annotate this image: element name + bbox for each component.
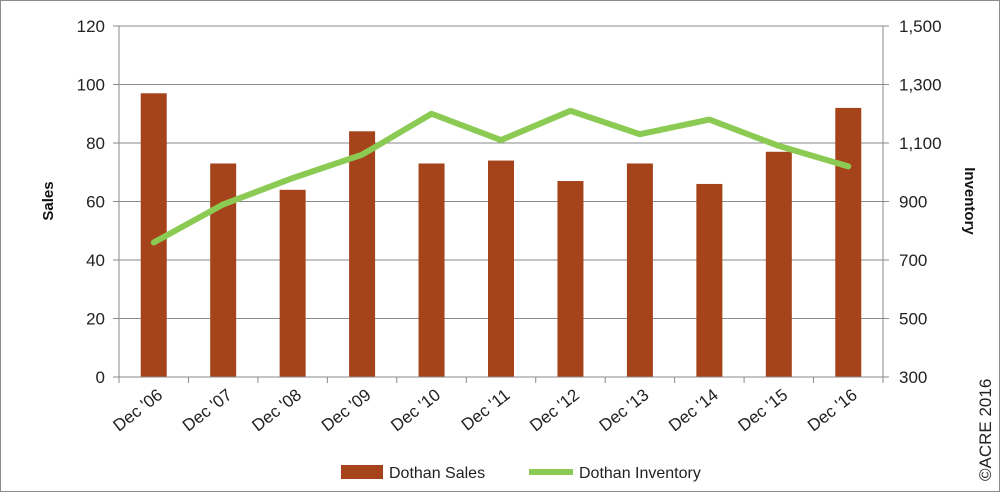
legend-label-sales: Dothan Sales bbox=[389, 465, 485, 482]
x-tick-label: Dec '12 bbox=[526, 385, 583, 435]
inventory-line bbox=[150, 107, 852, 246]
x-tick-label: Dec '07 bbox=[179, 385, 236, 435]
inventory-point bbox=[708, 119, 710, 121]
x-tick-label: Dec '09 bbox=[318, 385, 375, 435]
y2-tick-label: 700 bbox=[899, 251, 927, 270]
y-tick-label: 100 bbox=[77, 76, 105, 95]
x-tick-label: Dec '16 bbox=[804, 385, 861, 435]
x-tick-label: Dec '14 bbox=[665, 385, 722, 435]
sales-bar bbox=[279, 189, 306, 377]
inventory-point bbox=[292, 177, 294, 179]
sales-bar bbox=[765, 151, 792, 377]
legend-swatch-sales bbox=[341, 465, 383, 479]
sales-bar bbox=[210, 163, 237, 377]
y-tick-label: 60 bbox=[86, 193, 105, 212]
sales-bar bbox=[696, 183, 723, 377]
inventory-point bbox=[222, 203, 224, 205]
y-tick-label: 80 bbox=[86, 134, 105, 153]
y-tick-label: 120 bbox=[77, 17, 105, 36]
inventory-point bbox=[153, 241, 155, 243]
inventory-point bbox=[569, 110, 571, 112]
inventory-point bbox=[639, 133, 641, 135]
y2-tick-label: 1,100 bbox=[899, 134, 942, 153]
sales-bar bbox=[488, 160, 514, 377]
x-tick-label: Dec '10 bbox=[387, 385, 444, 435]
sales-bar bbox=[626, 163, 653, 377]
y2-tick-label: 500 bbox=[899, 310, 927, 329]
inventory-point bbox=[431, 113, 433, 115]
x-tick-label: Dec '08 bbox=[248, 385, 305, 435]
x-tick-label: Dec '06 bbox=[109, 385, 166, 435]
y2-tick-label: 1,500 bbox=[899, 17, 942, 36]
sales-bar bbox=[557, 181, 584, 377]
legend: Dothan Sales Dothan Inventory bbox=[341, 465, 701, 482]
inventory-point bbox=[500, 139, 502, 141]
y2-tick-label: 900 bbox=[899, 193, 927, 212]
sales-bar bbox=[835, 107, 862, 378]
y-tick-label: 20 bbox=[86, 310, 105, 329]
sales-bar bbox=[349, 131, 376, 377]
x-tick-label: Dec '15 bbox=[735, 385, 792, 435]
y2-tick-label: 300 bbox=[899, 368, 927, 387]
inventory-point bbox=[778, 145, 780, 147]
sales-bars bbox=[140, 93, 862, 378]
copyright-notice: ©ACRE 2016 bbox=[976, 379, 995, 481]
sales-bar bbox=[418, 163, 445, 377]
axes bbox=[113, 25, 889, 383]
y-axis-title: Sales bbox=[40, 181, 57, 220]
inventory-point bbox=[361, 154, 363, 156]
y2-axis-title: Inventory bbox=[961, 167, 978, 235]
x-tick-label: Dec '11 bbox=[458, 385, 514, 434]
x-tick-label: Dec '13 bbox=[596, 385, 653, 435]
legend-label-inventory: Dothan Inventory bbox=[579, 465, 701, 482]
y-tick-label: 0 bbox=[96, 368, 105, 387]
inventory-point bbox=[847, 165, 849, 167]
y-tick-label: 40 bbox=[86, 251, 105, 270]
y2-tick-label: 1,300 bbox=[899, 76, 942, 95]
